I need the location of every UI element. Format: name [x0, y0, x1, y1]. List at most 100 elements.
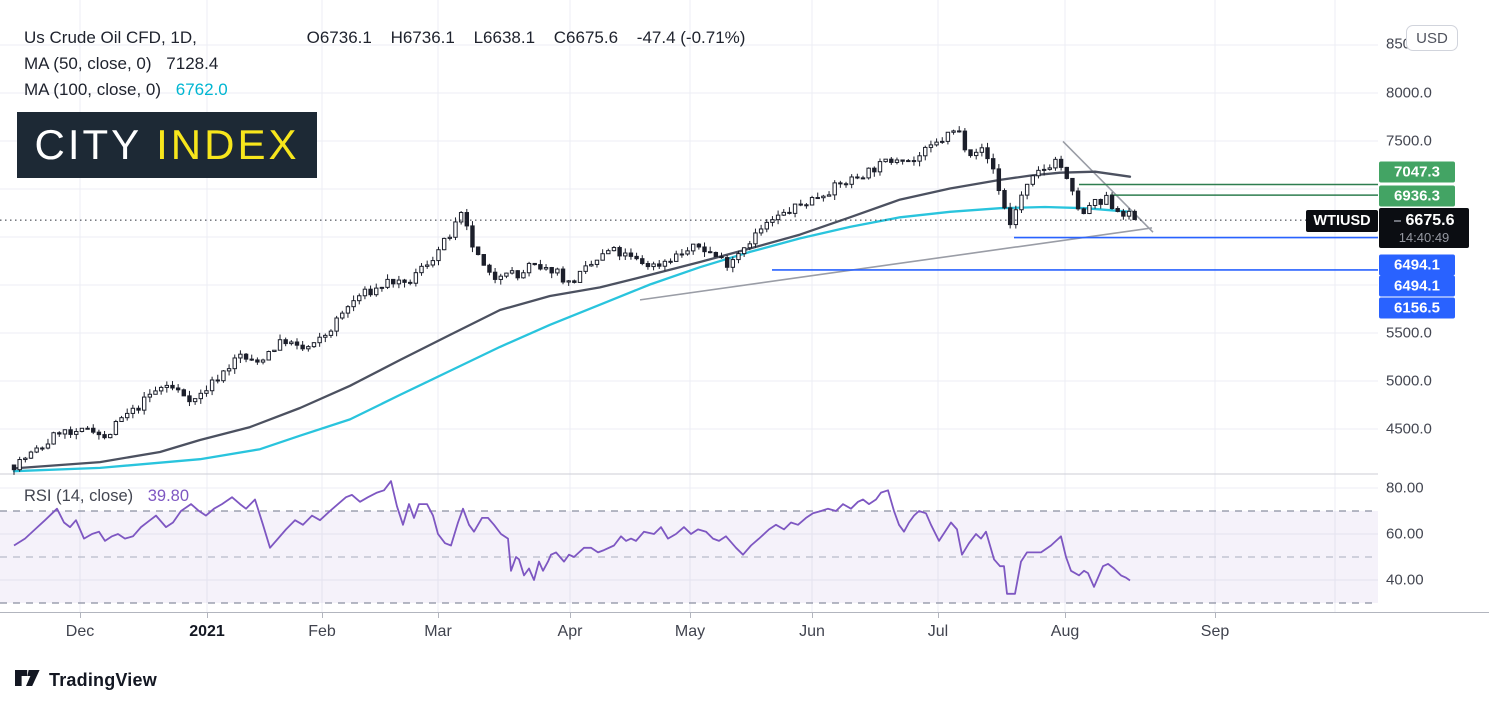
ohlc-open: O6736.1 — [306, 28, 372, 47]
candlestick — [85, 427, 90, 430]
price-chart-canvas[interactable] — [0, 0, 1378, 612]
candlestick — [741, 247, 747, 255]
symbol-legend-row[interactable]: Us Crude Oil CFD, 1D, O6736.1 H6736.1 L6… — [24, 28, 759, 48]
time-axis-tick — [80, 613, 81, 618]
candlestick — [1070, 177, 1075, 192]
candlestick — [464, 212, 470, 227]
candlestick — [175, 387, 181, 391]
price-level-badge-blue: 6494.1 — [1379, 275, 1455, 297]
candlestick — [1019, 194, 1024, 211]
candlestick — [1132, 210, 1137, 221]
last-price-time: 14:40:49 — [1398, 229, 1450, 245]
price-axis[interactable]: 8500.08000.07500.05500.05000.04500.080.0… — [1378, 0, 1489, 650]
usd-currency-button[interactable]: USD — [1406, 25, 1458, 51]
candlestick — [934, 141, 939, 146]
candlestick — [402, 279, 407, 283]
last-price-value: 6675.6 — [1393, 211, 1455, 230]
candlestick — [877, 161, 883, 173]
candlestick — [990, 158, 996, 170]
candlestick — [34, 447, 39, 453]
price-level-badge-green: 6936.3 — [1379, 185, 1455, 207]
candlestick — [317, 336, 322, 344]
candlestick — [283, 339, 288, 345]
city-index-logo-index: INDEX — [156, 121, 300, 168]
last-price-text: 6675.6 — [1405, 211, 1455, 229]
rsi-legend-row[interactable]: RSI (14, close) 39.80 — [24, 487, 189, 506]
candlestick — [549, 267, 554, 274]
candlestick — [962, 130, 968, 151]
candlestick — [645, 262, 651, 268]
candlestick — [1024, 183, 1030, 196]
candlestick — [1115, 208, 1120, 212]
candlestick — [883, 158, 888, 163]
candlestick — [617, 247, 622, 257]
rsi-axis-label: 60.00 — [1386, 525, 1424, 543]
candlestick — [11, 464, 17, 471]
rsi-value: 39.80 — [147, 487, 190, 505]
time-axis-tick — [207, 613, 208, 618]
ma50-line — [12, 170, 1132, 470]
candlestick — [23, 457, 28, 461]
candlestick — [51, 432, 56, 445]
trendline — [639, 227, 1153, 301]
candlestick — [572, 280, 577, 283]
candlestick — [311, 342, 317, 348]
candlestick — [277, 339, 283, 351]
time-axis[interactable]: Dec 2021 Feb Mar Apr May Jun Jul Aug Sep — [0, 612, 1489, 650]
candlestick — [832, 182, 837, 196]
time-axis-tick — [570, 613, 571, 618]
candlestick — [804, 204, 809, 207]
candlestick — [430, 260, 436, 266]
candlestick — [736, 253, 741, 261]
candlestick — [408, 281, 413, 284]
tradingview-logo[interactable]: TradingView — [14, 668, 157, 692]
price-level-badge-green: 7047.3 — [1379, 161, 1455, 183]
candlestick — [691, 243, 696, 252]
time-axis-tick — [438, 613, 439, 618]
candlestick — [272, 349, 277, 353]
candlestick — [600, 253, 605, 261]
candlestick — [328, 330, 334, 336]
candlestick — [945, 131, 951, 142]
candlestick — [1098, 198, 1103, 205]
candlestick — [498, 275, 503, 280]
ma100-legend-row[interactable]: MA (100, close, 0) 6762.0 — [24, 80, 228, 100]
candlestick — [843, 183, 849, 186]
candlestick — [102, 434, 107, 439]
candlestick — [147, 393, 153, 398]
candlestick — [504, 272, 509, 277]
candlestick — [45, 443, 51, 449]
candlestick — [1075, 190, 1081, 210]
candlestick — [566, 280, 571, 283]
candlestick — [391, 278, 396, 285]
candlestick — [906, 160, 911, 163]
candlestick — [1047, 167, 1052, 170]
candlestick — [894, 159, 900, 163]
candlestick — [594, 259, 600, 265]
ma100-line — [12, 205, 1132, 473]
candlestick — [249, 358, 254, 361]
candlestick — [351, 300, 356, 308]
candlestick — [611, 247, 617, 252]
candlestick — [696, 243, 702, 248]
last-price-badge: 6675.6 14:40:49 — [1379, 208, 1469, 248]
candlestick — [260, 359, 266, 363]
candlestick — [770, 219, 775, 223]
candlestick — [1064, 166, 1069, 179]
candlestick — [1053, 158, 1058, 169]
candlestick — [781, 211, 786, 216]
symbol-title[interactable]: Us Crude Oil CFD, 1D, — [24, 28, 197, 47]
candlestick — [838, 182, 843, 185]
candlestick — [940, 140, 945, 143]
candlestick — [300, 344, 305, 350]
candlestick — [1087, 204, 1092, 215]
candlestick — [792, 203, 798, 214]
candlestick — [1030, 175, 1035, 185]
time-axis-tick — [812, 613, 813, 618]
candlestick — [855, 176, 860, 179]
candlestick — [866, 167, 871, 179]
candlestick — [226, 368, 232, 372]
ma50-legend-row[interactable]: MA (50, close, 0) 7128.4 — [24, 54, 218, 74]
candlestick — [334, 317, 339, 332]
